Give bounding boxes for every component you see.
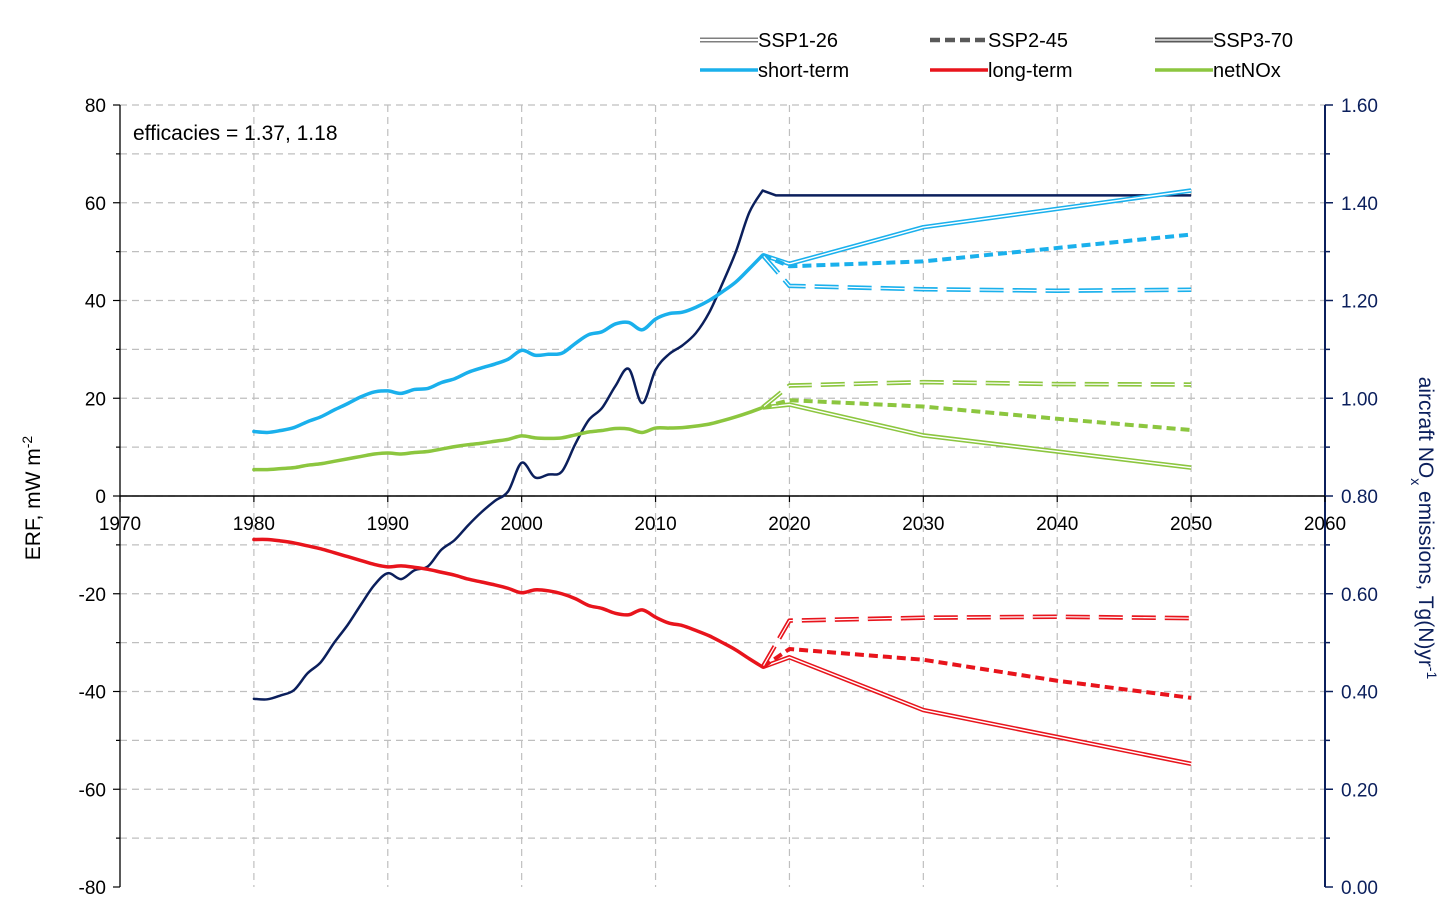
- netNOx-historical-line: [252, 405, 765, 472]
- y2-tick-label: 0.20: [1341, 780, 1378, 801]
- y2-tick-label: 1.40: [1341, 194, 1378, 215]
- legend-key-ssp2-45: SSP2-45: [930, 30, 1068, 52]
- long-term-ssp3-70-outer: [760, 614, 1192, 669]
- short-term-ssp3-70-inner: [762, 254, 1192, 292]
- x-tick-label: 2000: [501, 514, 543, 535]
- legend-label: SSP3-70: [1213, 30, 1293, 52]
- y-tick-label: 40: [85, 292, 106, 313]
- netNOx-ssp3-70-inner: [762, 381, 1192, 409]
- short-term-ssp3-70-outer: [760, 253, 1192, 293]
- legend-key-long-term: long-term: [930, 60, 1072, 82]
- short-term-ssp3-70-line: [760, 253, 1192, 293]
- short-term-ssp2-45-line: [761, 232, 1192, 269]
- x-tick-label: 2060: [1304, 514, 1346, 535]
- short-term-ssp1-26-line: [761, 188, 1192, 267]
- short-term-ssp1-26-outer: [761, 188, 1192, 267]
- x-tick-labels: 1970 1980 1990 2000 2010 2020 2030 2040 2050 2060: [99, 514, 1346, 535]
- legend-label: short-term: [758, 60, 849, 82]
- emissions-historical-line: [252, 189, 764, 701]
- y-tick-label: 0: [95, 487, 106, 508]
- long-term-historical-line: [252, 537, 765, 669]
- legend-label: SSP1-26: [758, 30, 838, 52]
- netNOx-ssp1-26-outer: [762, 402, 1192, 470]
- legend-key-netnox: netNOx: [1155, 60, 1281, 82]
- y2-tick-labels: 0.00 0.20 0.40 0.60 0.80 1.00 1.20 1.40 1.60: [1341, 96, 1378, 899]
- legend-label: netNOx: [1213, 60, 1281, 82]
- legend-key-ssp1-26: SSP1-26: [700, 30, 838, 52]
- y2-tick-label: 1.00: [1341, 389, 1378, 410]
- legend-label: SSP2-45: [988, 30, 1068, 52]
- long-term-ssp3-70-line: [760, 614, 1192, 669]
- x-tick-label: 2040: [1036, 514, 1078, 535]
- x-tick-label: 2050: [1170, 514, 1212, 535]
- y-axis-title: ERF, mW m-2: [19, 436, 45, 561]
- y2-tick-label: 0.00: [1341, 878, 1378, 899]
- axes: [113, 104, 1333, 888]
- y2-axis-title: aircraft NOx emissions, Tg(N)yr-1: [1408, 377, 1440, 680]
- y-tick-label: -80: [79, 878, 106, 899]
- y-tick-label: 60: [85, 194, 106, 215]
- y-tick-label: -20: [79, 585, 106, 606]
- netNOx-ssp1-26-inner: [762, 403, 1192, 469]
- x-tick-label: 2010: [634, 514, 676, 535]
- legend: SSP1-26 SSP2-45 SSP3-70 short-term long-term…: [700, 30, 1293, 82]
- long-term-ssp1-26-inner: [762, 656, 1192, 765]
- x-tick-label: 1980: [233, 514, 275, 535]
- netNOx-ssp3-70-line: [761, 379, 1192, 410]
- long-term-ssp1-26-line: [761, 655, 1192, 767]
- x-tick-label: 2030: [902, 514, 944, 535]
- x-tick-label: 1970: [99, 514, 141, 535]
- series-layer: [252, 188, 1192, 767]
- emissions-line: [762, 189, 1192, 197]
- long-term-ssp2-45-line: [761, 646, 1192, 700]
- legend-key-short-term: short-term: [700, 60, 849, 82]
- y2-tick-label: 0.80: [1341, 487, 1378, 508]
- long-term-ssp1-26-outer: [761, 655, 1192, 767]
- annotation: efficacies = 1.37, 1.18: [133, 122, 338, 145]
- y-tick-label: -40: [79, 683, 106, 704]
- netNOx-ssp1-26-line: [762, 402, 1192, 470]
- y-tick-label: 20: [85, 389, 106, 410]
- netNOx-ssp2-45-line: [762, 398, 1192, 433]
- netNOx-ssp3-70-outer: [761, 379, 1192, 410]
- y2-tick-label: 0.60: [1341, 585, 1378, 606]
- y-tick-label: 80: [85, 96, 106, 117]
- x-tick-label: 2020: [768, 514, 810, 535]
- y-tick-labels: -80 -60 -40 -20 0 20 40 60 80: [79, 96, 106, 899]
- legend-label: long-term: [988, 60, 1072, 82]
- short-term-historical-line: [252, 253, 765, 435]
- x-tick-label: 1990: [367, 514, 409, 535]
- legend-key-ssp3-70: SSP3-70: [1155, 30, 1293, 52]
- y2-tick-label: 1.60: [1341, 96, 1378, 117]
- long-term-ssp3-70-inner: [762, 616, 1192, 668]
- y2-tick-label: 1.20: [1341, 292, 1378, 313]
- y2-tick-label: 0.40: [1341, 683, 1378, 704]
- y-tick-label: -60: [79, 780, 106, 801]
